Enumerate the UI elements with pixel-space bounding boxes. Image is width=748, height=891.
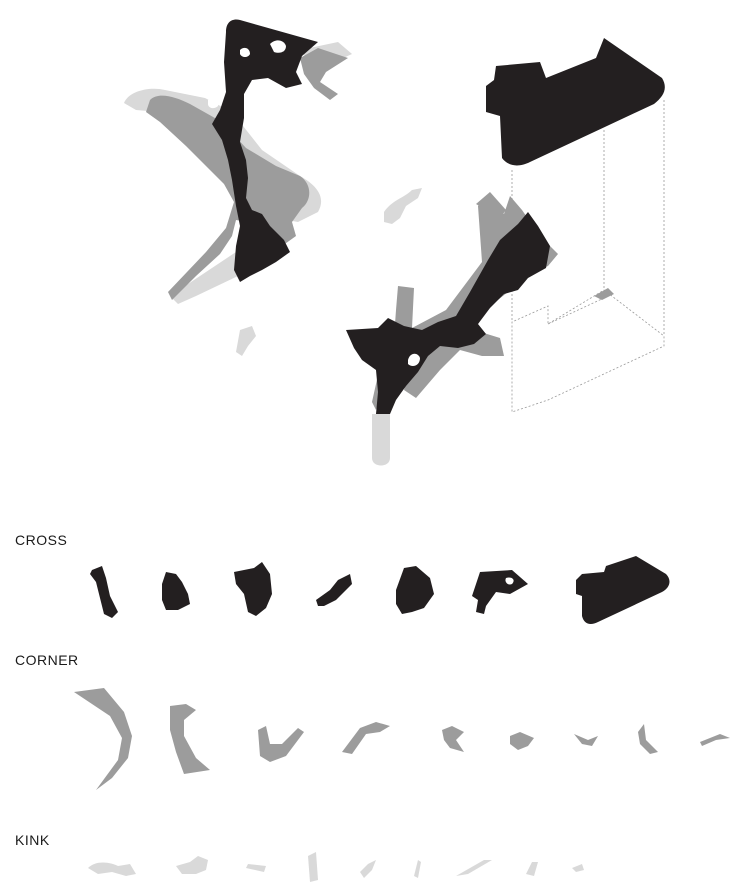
cross-piece-2: [162, 572, 190, 610]
right-black-shape: [346, 212, 550, 414]
block-dashed-outline: [511, 130, 665, 413]
left-black-shape: [212, 19, 318, 282]
section-label-kink: KINK: [15, 832, 50, 848]
corner-piece-9: [700, 734, 730, 746]
cross-piece-4: [316, 574, 352, 606]
corner-piece-5: [442, 726, 464, 752]
right-assembly: [346, 192, 558, 466]
left-light-tail: [170, 252, 250, 304]
cross-piece-7: [576, 556, 670, 624]
kink-piece-8: [526, 862, 538, 876]
left-hole-1: [270, 40, 286, 53]
cross-piece-6-hole: [505, 577, 514, 585]
block-grey-chip: [594, 288, 614, 300]
cross-piece-1: [90, 566, 118, 618]
corner-piece-3: [258, 726, 304, 762]
kink-piece-4: [308, 852, 318, 882]
cross-row: [90, 556, 670, 624]
left-hole-2: [240, 47, 250, 57]
cross-piece-5: [396, 566, 434, 614]
kink-piece-6: [414, 860, 421, 878]
kink-piece-9: [572, 864, 584, 872]
corner-piece-4: [342, 722, 390, 754]
right-hole: [408, 353, 420, 366]
kink-piece-2: [176, 856, 208, 874]
left-hole-3: [208, 98, 219, 109]
corner-piece-8: [638, 724, 658, 754]
section-label-corner: CORNER: [15, 652, 79, 668]
kink-piece-3: [246, 864, 266, 872]
kink-row: [88, 852, 584, 882]
kink-piece-5: [360, 860, 376, 878]
left-grey-arm: [300, 48, 348, 100]
cross-piece-6: [472, 570, 528, 614]
corner-piece-1: [74, 688, 132, 790]
right-grey-top: [476, 192, 506, 218]
fragment-2: [236, 326, 256, 356]
right-light-stub: [372, 414, 390, 466]
left-grey-layer: [146, 95, 310, 301]
block-black: [486, 38, 665, 166]
right-block: [486, 38, 665, 413]
fragment-1: [384, 188, 422, 224]
cross-piece-3: [234, 562, 272, 616]
left-assembly: [124, 19, 352, 304]
corner-piece-2: [170, 704, 210, 774]
corner-piece-6: [510, 732, 534, 750]
section-label-cross: CROSS: [15, 532, 68, 548]
corner-row: [74, 688, 730, 790]
corner-piece-7: [574, 734, 598, 746]
kink-piece-7: [456, 860, 492, 876]
kink-piece-1: [88, 862, 136, 876]
